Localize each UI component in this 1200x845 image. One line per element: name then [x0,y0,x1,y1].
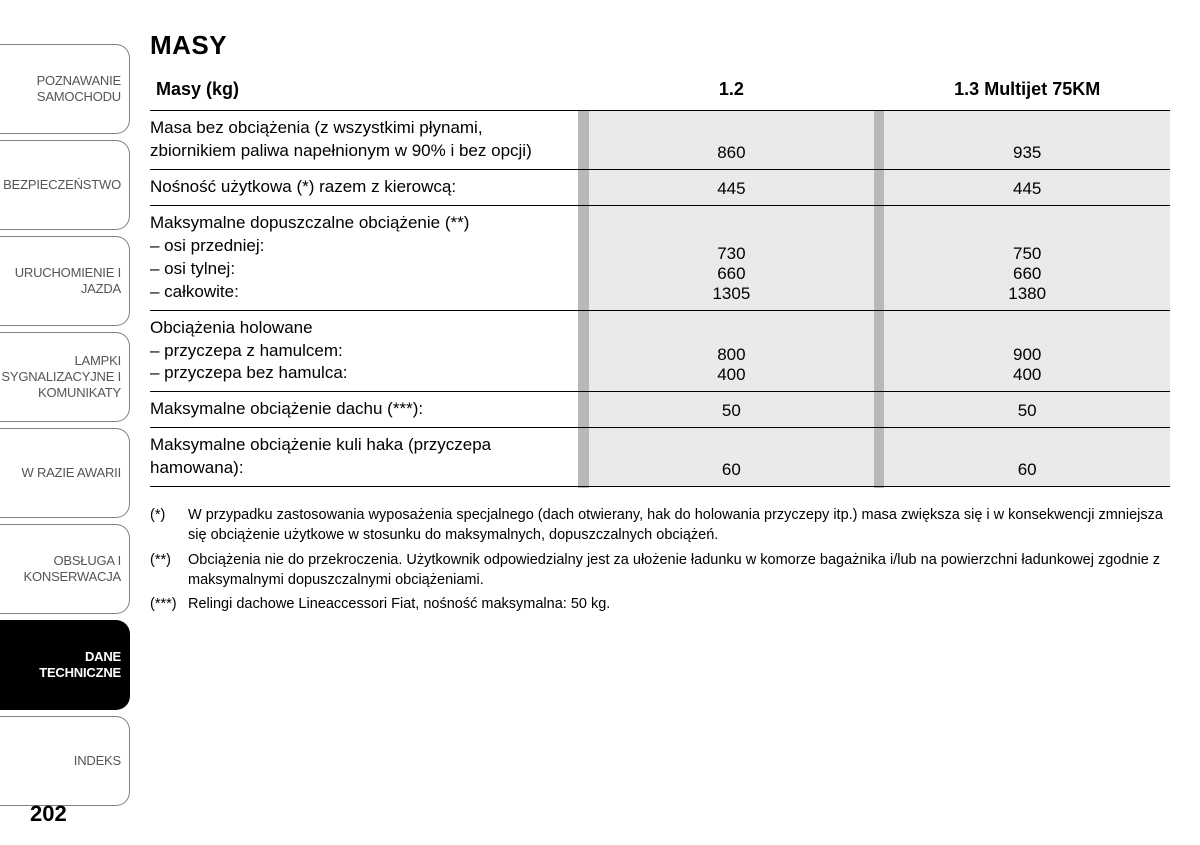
row-value: 800 400 [589,311,875,392]
col-header-1: 1.2 [589,75,875,111]
nav-tab[interactable]: POZNAWANIE SAMOCHODU [0,44,130,134]
row-value: 750 660 1380 [884,206,1170,310]
footnote-text: Relingi dachowe Lineaccessori Fiat, nośn… [188,594,610,614]
row-value: 50 [884,392,1170,427]
footnote: (***)Relingi dachowe Lineaccessori Fiat,… [150,594,1170,614]
weights-table: Masy (kg) 1.2 1.3 Multijet 75KM Masa bez… [150,75,1170,487]
page-number: 202 [30,801,67,827]
main-content: MASY Masy (kg) 1.2 1.3 Multijet 75KM Mas… [130,0,1200,845]
nav-tabs: POZNAWANIE SAMOCHODUBEZPIECZEŃSTWOURUCHO… [0,0,130,845]
row-label: Maksymalne dopuszczalne obciążenie (**) … [150,206,578,310]
row-value: 860 [589,111,875,169]
footnote-marker: (*) [150,505,188,546]
row-value: 445 [884,170,1170,205]
footnote-marker: (***) [150,594,188,614]
row-label: Nośność użytkowa (*) razem z kierowcą: [150,170,578,205]
row-value: 730 660 1305 [589,206,875,310]
footnotes: (*)W przypadku zastosowania wyposażenia … [150,505,1170,614]
row-value: 50 [589,392,875,427]
nav-tab[interactable]: LAMPKI SYGNALIZACYJNE I KOMUNIKATY [0,332,130,422]
row-value: 900 400 [884,311,1170,392]
col-header-2: 1.3 Multijet 75KM [884,75,1170,111]
row-value: 935 [884,111,1170,169]
nav-tab[interactable]: BEZPIECZEŃSTWO [0,140,130,230]
page-title: MASY [150,30,1170,61]
footnote-text: W przypadku zastosowania wyposażenia spe… [188,505,1170,546]
row-label: Maksymalne obciążenie dachu (***): [150,392,578,427]
nav-tab[interactable]: DANE TECHNICZNE [0,620,130,710]
nav-tab[interactable]: INDEKS [0,716,130,806]
col-header-label: Masy (kg) [150,75,578,111]
footnote-marker: (**) [150,550,188,591]
footnote: (*)W przypadku zastosowania wyposażenia … [150,505,1170,546]
footnote: (**)Obciążenia nie do przekroczenia. Uży… [150,550,1170,591]
row-value: 60 [884,428,1170,486]
row-value: 60 [589,428,875,486]
nav-tab[interactable]: URUCHOMIENIE I JAZDA [0,236,130,326]
row-label: Masa bez obciążenia (z wszystkimi płynam… [150,111,578,169]
nav-tab[interactable]: OBSŁUGA I KONSERWACJA [0,524,130,614]
row-value: 445 [589,170,875,205]
row-label: Obciążenia holowane – przyczepa z hamulc… [150,311,578,392]
row-label: Maksymalne obciążenie kuli haka (przycze… [150,428,578,486]
nav-tab[interactable]: W RAZIE AWARII [0,428,130,518]
footnote-text: Obciążenia nie do przekroczenia. Użytkow… [188,550,1170,591]
